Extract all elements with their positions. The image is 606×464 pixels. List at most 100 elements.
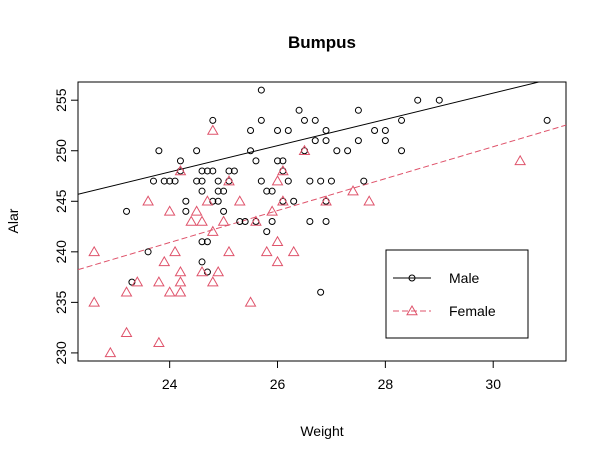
male-point — [230, 167, 238, 175]
female-regression-line — [78, 124, 566, 271]
male-point — [198, 258, 206, 266]
male-point — [284, 127, 292, 135]
male-point — [193, 147, 201, 155]
male-point — [144, 248, 152, 256]
female-point — [153, 336, 165, 348]
y-tick-label: 255 — [53, 88, 69, 112]
male-point — [284, 177, 292, 185]
female-point — [88, 245, 101, 257]
female-point — [174, 286, 187, 297]
male-point — [220, 187, 228, 195]
female-point — [142, 195, 154, 206]
male-point — [322, 137, 330, 145]
male-point — [354, 137, 362, 145]
female-point — [206, 276, 219, 287]
female-point — [233, 195, 246, 206]
male-point — [193, 177, 201, 185]
male-point — [306, 218, 314, 225]
male-point — [398, 116, 406, 124]
female-point — [217, 215, 230, 226]
data-points — [88, 86, 551, 358]
y-tick-label: 230 — [53, 341, 69, 365]
male-point — [257, 86, 265, 94]
y-tick-label: 245 — [53, 189, 69, 213]
male-point — [214, 197, 222, 205]
female-point — [196, 215, 208, 226]
male-point — [311, 116, 319, 124]
female-point — [514, 154, 527, 166]
male-point — [354, 106, 362, 114]
legend-label-male: Male — [449, 270, 480, 286]
male-point — [252, 157, 260, 165]
female-point — [223, 245, 235, 257]
male-point — [333, 147, 341, 155]
x-tick-label: 30 — [485, 376, 501, 392]
female-point — [287, 245, 300, 257]
female-point — [153, 276, 165, 287]
female-point — [260, 245, 273, 257]
female-point — [223, 175, 235, 186]
female-point — [277, 164, 289, 176]
y-tick-label: 235 — [53, 290, 69, 314]
male-point — [257, 177, 265, 185]
male-point — [263, 228, 271, 236]
male-point — [435, 96, 443, 104]
female-point — [174, 164, 187, 176]
female-point — [271, 175, 284, 186]
male-point — [381, 127, 389, 135]
male-point — [171, 177, 179, 185]
male-point — [214, 187, 222, 195]
male-point — [290, 197, 298, 205]
male-point — [322, 127, 330, 135]
female-point — [196, 266, 208, 277]
female-point — [271, 235, 284, 246]
male-point — [203, 238, 211, 246]
male-point — [214, 177, 222, 185]
male-point — [274, 127, 282, 135]
male-point — [198, 187, 206, 195]
male-regression-line — [78, 82, 541, 195]
chart-title: Bumpus — [288, 33, 356, 52]
male-point — [123, 207, 131, 215]
female-point — [206, 225, 219, 236]
male-point — [209, 116, 217, 124]
male-point — [247, 127, 255, 135]
male-point — [209, 167, 217, 175]
y-axis-label: Alar — [5, 208, 21, 233]
male-point — [220, 207, 228, 215]
female-point — [185, 215, 198, 226]
male-point — [279, 157, 287, 165]
legend-marker-female — [406, 304, 418, 316]
female-point — [277, 195, 289, 206]
male-point — [236, 218, 244, 225]
male-point — [295, 106, 303, 114]
male-point — [398, 147, 406, 155]
male-point — [257, 116, 265, 124]
x-axis-label: Weight — [300, 423, 343, 439]
female-point — [158, 255, 171, 267]
male-point — [149, 177, 157, 185]
male-point — [198, 177, 206, 185]
male-point — [241, 218, 249, 225]
female-point — [174, 276, 187, 287]
male-point — [344, 147, 352, 155]
male-point — [198, 238, 206, 246]
female-point — [212, 266, 225, 277]
female-point — [120, 286, 133, 297]
male-point — [381, 137, 389, 145]
legend-box — [385, 249, 529, 339]
female-point — [363, 195, 376, 206]
female-point — [271, 255, 284, 267]
male-point — [322, 218, 330, 225]
male-point — [182, 207, 190, 215]
male-point — [306, 177, 314, 185]
male-point — [371, 127, 379, 135]
male-point — [263, 187, 271, 195]
male-point — [327, 177, 335, 185]
female-point — [169, 245, 181, 257]
female-point — [190, 205, 203, 216]
x-tick-label: 28 — [378, 376, 394, 392]
male-point — [317, 177, 325, 185]
